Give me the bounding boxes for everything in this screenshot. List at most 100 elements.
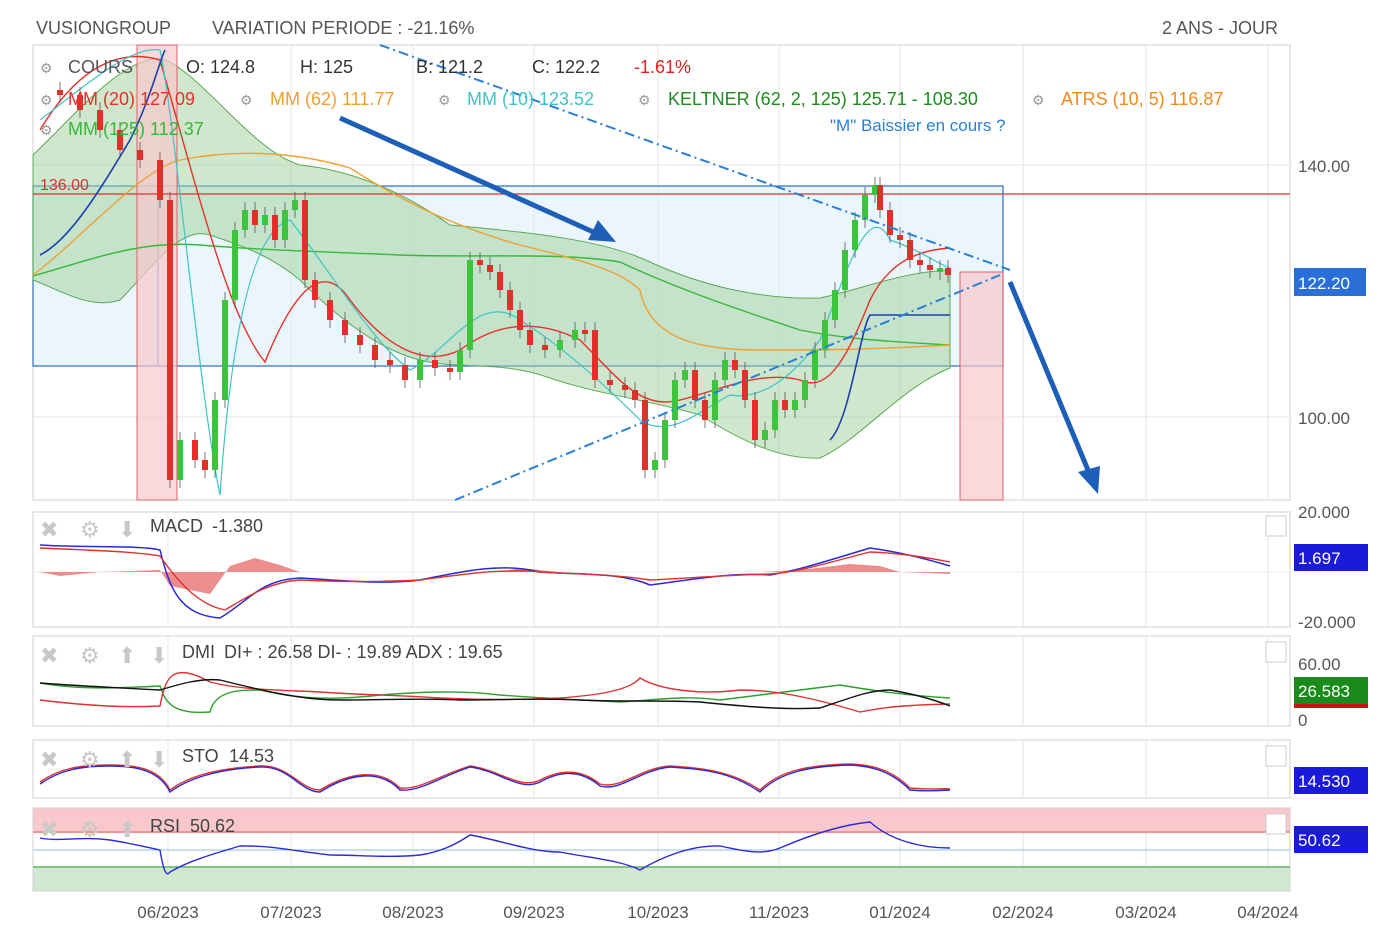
macd-line: [39, 544, 951, 619]
candle-body: [57, 90, 63, 95]
sto-badge: [1294, 767, 1368, 794]
arrow-up-icon[interactable]: ⬆: [118, 818, 136, 843]
gear-icon[interactable]: ⚙: [638, 92, 651, 108]
sto-value: 14.53: [229, 746, 274, 766]
candle-body: [167, 200, 173, 480]
candle-body: [582, 330, 588, 334]
price-tick-140: 140.00: [1298, 157, 1350, 176]
candle-body: [652, 460, 658, 470]
x-axis-label: 07/2023: [260, 903, 321, 922]
arrow-down-icon[interactable]: ⬇: [150, 644, 168, 669]
sto-d-line: [39, 764, 951, 794]
panel-checkbox[interactable]: [1265, 813, 1287, 835]
candle-body: [862, 195, 868, 220]
candle-body: [822, 320, 828, 350]
legend-atrs: ATRS (10, 5) 116.87: [1061, 89, 1223, 109]
arrow-down-icon[interactable]: ⬇: [118, 518, 136, 543]
candle-body: [507, 290, 513, 310]
candle-body: [192, 440, 198, 460]
gear-icon[interactable]: ⚙: [40, 92, 53, 108]
gear-icon[interactable]: ⚙: [80, 748, 100, 773]
candlesticks: [57, 82, 951, 488]
gear-icon[interactable]: ⚙: [240, 92, 253, 108]
candle-body: [672, 380, 678, 420]
candle-body: [907, 240, 913, 260]
descending-trendline: [379, 44, 1011, 271]
macd-value: -1.380: [212, 516, 263, 536]
x-axis-label: 01/2024: [869, 903, 930, 922]
x-axis-label: 02/2024: [992, 903, 1053, 922]
candle-body: [742, 370, 748, 400]
candle-body: [692, 370, 698, 400]
candle-body: [712, 380, 718, 420]
panel-checkbox[interactable]: [1265, 515, 1287, 537]
candle-body: [702, 400, 708, 420]
candle-body: [222, 300, 228, 400]
rsi-line: [39, 821, 951, 875]
candle-body: [852, 220, 858, 250]
candle-body: [302, 200, 308, 280]
gear-icon[interactable]: ⚙: [40, 122, 53, 138]
candle-body: [117, 130, 123, 150]
close-icon[interactable]: ✖: [40, 518, 58, 543]
gear-icon[interactable]: ⚙: [80, 818, 100, 843]
candle-body: [157, 160, 163, 200]
arrow-down-icon[interactable]: ⬇: [150, 748, 168, 773]
macd-badge-text: 1.697: [1298, 549, 1341, 568]
legend-mm20: MM (20) 127.09: [68, 89, 195, 109]
candle-body: [457, 350, 463, 372]
candle-body: [662, 420, 668, 460]
candle-body: [802, 380, 808, 400]
legend-open: O: 124.8: [186, 57, 255, 77]
candle-body: [752, 400, 758, 440]
sto-panel: [32, 739, 1291, 799]
mm10-line: [39, 49, 951, 496]
gear-icon[interactable]: ⚙: [438, 92, 451, 108]
dmi-badge: [1294, 677, 1368, 704]
candle-body: [945, 268, 951, 275]
macd-label: MACD: [150, 516, 203, 536]
dmi-label: DMI: [182, 642, 215, 662]
legend-mm62: MM (62) 111.77: [270, 89, 394, 109]
close-icon[interactable]: ✖: [40, 748, 58, 773]
rsi-value: 50.62: [190, 816, 235, 836]
x-axis-label: 11/2023: [749, 903, 809, 922]
price-tick-100: 100.00: [1298, 409, 1350, 428]
panel-checkbox[interactable]: [1265, 641, 1287, 663]
dmi-panel: [32, 635, 1291, 727]
gear-icon[interactable]: ⚙: [80, 644, 100, 669]
candle-body: [732, 360, 738, 370]
x-axis-label: 08/2023: [382, 903, 443, 922]
legend-mm125: MM (125) 112.37: [68, 119, 204, 139]
candle-body: [642, 400, 648, 470]
arrow-up-icon[interactable]: ⬆: [118, 644, 136, 669]
candle-body: [887, 210, 893, 235]
close-icon[interactable]: ✖: [40, 818, 58, 843]
candle-body: [242, 210, 248, 230]
dmi-badge-strip: [1294, 704, 1368, 708]
dmi-top-tick: 60.00: [1298, 655, 1341, 674]
ascending-trendline: [454, 274, 1001, 501]
candle-body: [137, 150, 143, 160]
gear-icon[interactable]: ⚙: [40, 60, 53, 76]
candle-body: [527, 330, 533, 345]
candle-body: [372, 345, 378, 360]
candle-body: [937, 268, 943, 272]
candle-body: [447, 368, 453, 372]
candle-body: [897, 235, 903, 240]
close-icon[interactable]: ✖: [40, 644, 58, 669]
dmi-adx-line: [39, 678, 951, 710]
macd-bottom-tick: -20.000: [1298, 613, 1356, 632]
candle-body: [517, 310, 523, 330]
panel-checkbox[interactable]: [1265, 745, 1287, 767]
candle-body: [572, 330, 578, 340]
level-label: 136.00: [40, 177, 89, 194]
candle-body: [232, 230, 238, 300]
gear-icon[interactable]: ⚙: [80, 518, 100, 543]
gear-icon[interactable]: ⚙: [1032, 92, 1045, 108]
x-axis-label: 04/2024: [1237, 903, 1298, 922]
arrow-up-icon[interactable]: ⬆: [118, 748, 136, 773]
dmi-value: DI+ : 26.58 DI- : 19.89 ADX : 19.65: [224, 642, 503, 662]
candle-body: [477, 260, 483, 265]
